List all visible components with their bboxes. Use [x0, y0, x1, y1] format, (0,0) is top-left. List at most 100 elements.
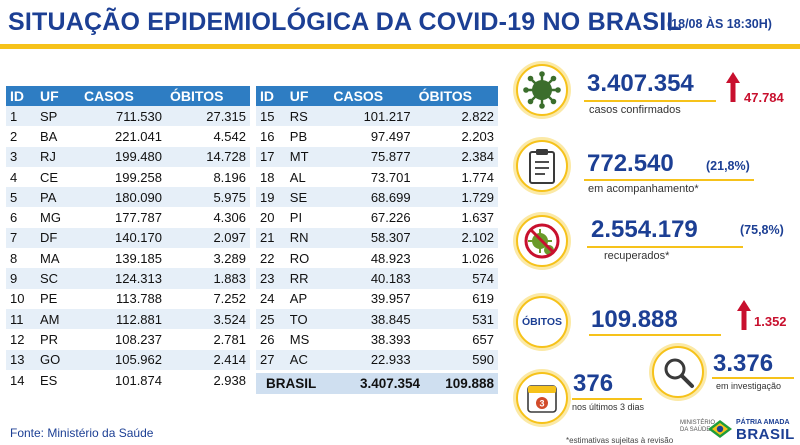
cell-casos: 711.530: [80, 106, 166, 127]
brand-main: BRASIL: [736, 426, 795, 443]
cell-obitos: 657: [414, 329, 498, 350]
cell-casos: 140.170: [80, 227, 166, 249]
cell-id: 14: [6, 369, 36, 391]
confirmed-delta: 47.784: [744, 90, 784, 105]
cell-casos: 22.933: [329, 349, 415, 370]
col-header-id: ID: [6, 86, 36, 106]
table-row: 14 ES 101.874 2.938: [6, 369, 250, 391]
table-header-row: ID UF CASOS ÓBITOS: [256, 86, 498, 106]
page-title: SITUAÇÃO EPIDEMIOLÓGICA DA COVID-19 NO B…: [8, 8, 682, 36]
cell-casos: 101.874: [80, 369, 166, 391]
cell-uf: AC: [285, 349, 330, 370]
cell-id: 27: [256, 349, 286, 370]
deaths-word: ÓBITOS: [521, 316, 563, 328]
cell-obitos: 531: [414, 308, 498, 330]
table-row: 26 MS 38.393 657: [256, 329, 498, 350]
cell-casos: 67.226: [329, 207, 415, 228]
cell-obitos: 619: [414, 288, 498, 309]
cell-id: 24: [256, 288, 286, 309]
deaths-delta: 1.352: [754, 314, 787, 329]
cell-casos: 97.497: [329, 126, 415, 147]
investigation-underline: [712, 377, 794, 379]
table-row: 7 DF 140.170 2.097: [6, 227, 250, 249]
table-row: 25 TO 38.845 531: [256, 308, 498, 330]
cell-id: 2: [6, 126, 36, 147]
cell-id: 19: [256, 187, 286, 208]
deaths-value: 109.888: [591, 306, 678, 333]
cell-uf: PA: [36, 187, 80, 208]
cell-uf: MG: [36, 207, 80, 228]
header-divider: [0, 44, 800, 49]
cell-uf: PR: [36, 329, 80, 350]
cell-id: 21: [256, 227, 286, 249]
timestamp: (18/08 ÀS 18:30H): [667, 17, 772, 31]
col-header-casos: CASOS: [329, 86, 415, 106]
cell-obitos: 2.822: [414, 106, 498, 127]
cell-obitos: 2.097: [166, 227, 250, 249]
cell-obitos: 3.524: [166, 308, 250, 330]
recovered-pct: (75,8%): [740, 223, 784, 237]
table-row: 19 SE 68.699 1.729: [256, 187, 498, 208]
table-row: 8 MA 139.185 3.289: [6, 248, 250, 269]
cell-uf: MT: [285, 146, 330, 167]
col-header-id: ID: [256, 86, 286, 106]
states-table-right: ID UF CASOS ÓBITOS 15 RS 101.217 2.822 16 PB 9…: [256, 86, 498, 370]
cell-uf: GO: [36, 349, 80, 370]
cell-id: 23: [256, 268, 286, 289]
cell-id: 3: [6, 146, 36, 167]
table-row: 24 AP 39.957 619: [256, 288, 498, 309]
cell-obitos: 2.384: [414, 146, 498, 167]
cell-uf: PB: [285, 126, 330, 147]
cell-id: 25: [256, 308, 286, 330]
cell-id: 11: [6, 308, 36, 330]
table-row: 17 MT 75.877 2.384: [256, 146, 498, 167]
table-row: 21 RN 58.307 2.102: [256, 227, 498, 249]
cell-id: 12: [6, 329, 36, 350]
cell-id: 4: [6, 166, 36, 188]
cell-casos: 58.307: [329, 227, 415, 249]
col-header-casos: CASOS: [80, 86, 166, 106]
table-row: 11 AM 112.881 3.524: [6, 308, 250, 330]
cell-obitos: 1.774: [414, 166, 498, 188]
cell-uf: TO: [285, 308, 330, 330]
cell-uf: PE: [36, 288, 80, 309]
cell-casos: 221.041: [80, 126, 166, 147]
cell-uf: SC: [36, 268, 80, 289]
table-row: 16 PB 97.497 2.203: [256, 126, 498, 147]
total-obitos: 109.888: [445, 376, 494, 391]
cell-id: 17: [256, 146, 286, 167]
cell-uf: RR: [285, 268, 330, 289]
cell-id: 8: [6, 248, 36, 269]
cell-uf: MS: [285, 329, 330, 350]
cell-casos: 38.845: [329, 308, 415, 330]
cell-id: 15: [256, 106, 286, 127]
table-row: 18 AL 73.701 1.774: [256, 166, 498, 188]
table-row: 10 PE 113.788 7.252: [6, 288, 250, 309]
header: SITUAÇÃO EPIDEMIOLÓGICA DA COVID-19 NO B…: [0, 0, 800, 56]
table-row: 22 RO 48.923 1.026: [256, 248, 498, 269]
cell-casos: 108.237: [80, 329, 166, 350]
col-header-uf: UF: [285, 86, 330, 106]
monitoring-pct: (21,8%): [706, 159, 750, 173]
cell-uf: ES: [36, 369, 80, 391]
cell-casos: 73.701: [329, 166, 415, 188]
cell-casos: 105.962: [80, 349, 166, 370]
arrow-up-icon: [737, 300, 751, 330]
confirmed-underline: [584, 100, 716, 102]
states-table-left: ID UF CASOS ÓBITOS 1 SP 711.530 27.315 2 BA 22…: [6, 86, 250, 391]
monitoring-value: 772.540: [587, 150, 674, 177]
table-row: 6 MG 177.787 4.306: [6, 207, 250, 228]
cell-obitos: 2.938: [166, 369, 250, 391]
cell-obitos: 27.315: [166, 106, 250, 127]
table-row: 13 GO 105.962 2.414: [6, 349, 250, 370]
cell-uf: AL: [285, 166, 330, 188]
cell-id: 10: [6, 288, 36, 309]
brazil-government-logo: PÁTRIA AMADA BRASIL: [708, 416, 794, 444]
cell-uf: RO: [285, 248, 330, 269]
cell-uf: BA: [36, 126, 80, 147]
cell-id: 13: [6, 349, 36, 370]
cell-casos: 139.185: [80, 248, 166, 269]
last3days-underline: [572, 398, 642, 400]
ministry-label: MINISTÉRIO DA SAÚDE: [680, 420, 716, 433]
total-label: BRASIL: [266, 376, 317, 391]
